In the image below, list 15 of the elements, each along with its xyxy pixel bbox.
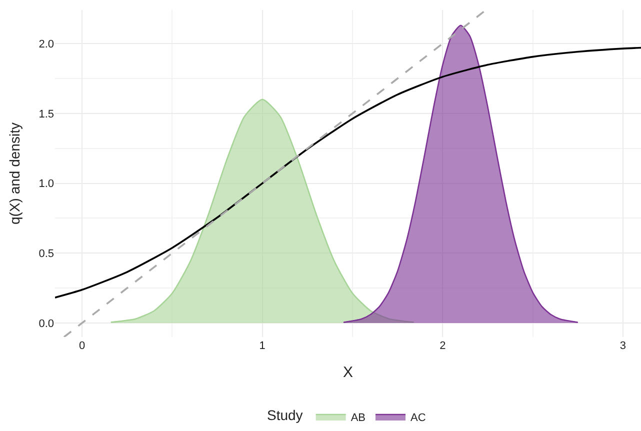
x-tick-label: 0 [78, 340, 86, 352]
line-series [55, 46, 641, 298]
legend-title: Study [267, 407, 303, 424]
y-axis-title: q(X) and density [6, 122, 22, 224]
legend-label: AB [350, 412, 366, 424]
y-tick-label: 0.0 [38, 318, 54, 330]
y-tick-label: 2.0 [38, 38, 54, 50]
x-tick-label: 2 [440, 340, 446, 352]
y-tick-label: 0.5 [38, 248, 54, 260]
y-tick-label: 1.5 [38, 108, 54, 120]
legend-label: AC [410, 412, 426, 424]
x-axis-title: X [342, 364, 354, 381]
x-tick-label: 1 [259, 340, 266, 352]
x-tick-label: 3 [620, 340, 626, 352]
y-tick-label: 1.0 [38, 178, 54, 190]
